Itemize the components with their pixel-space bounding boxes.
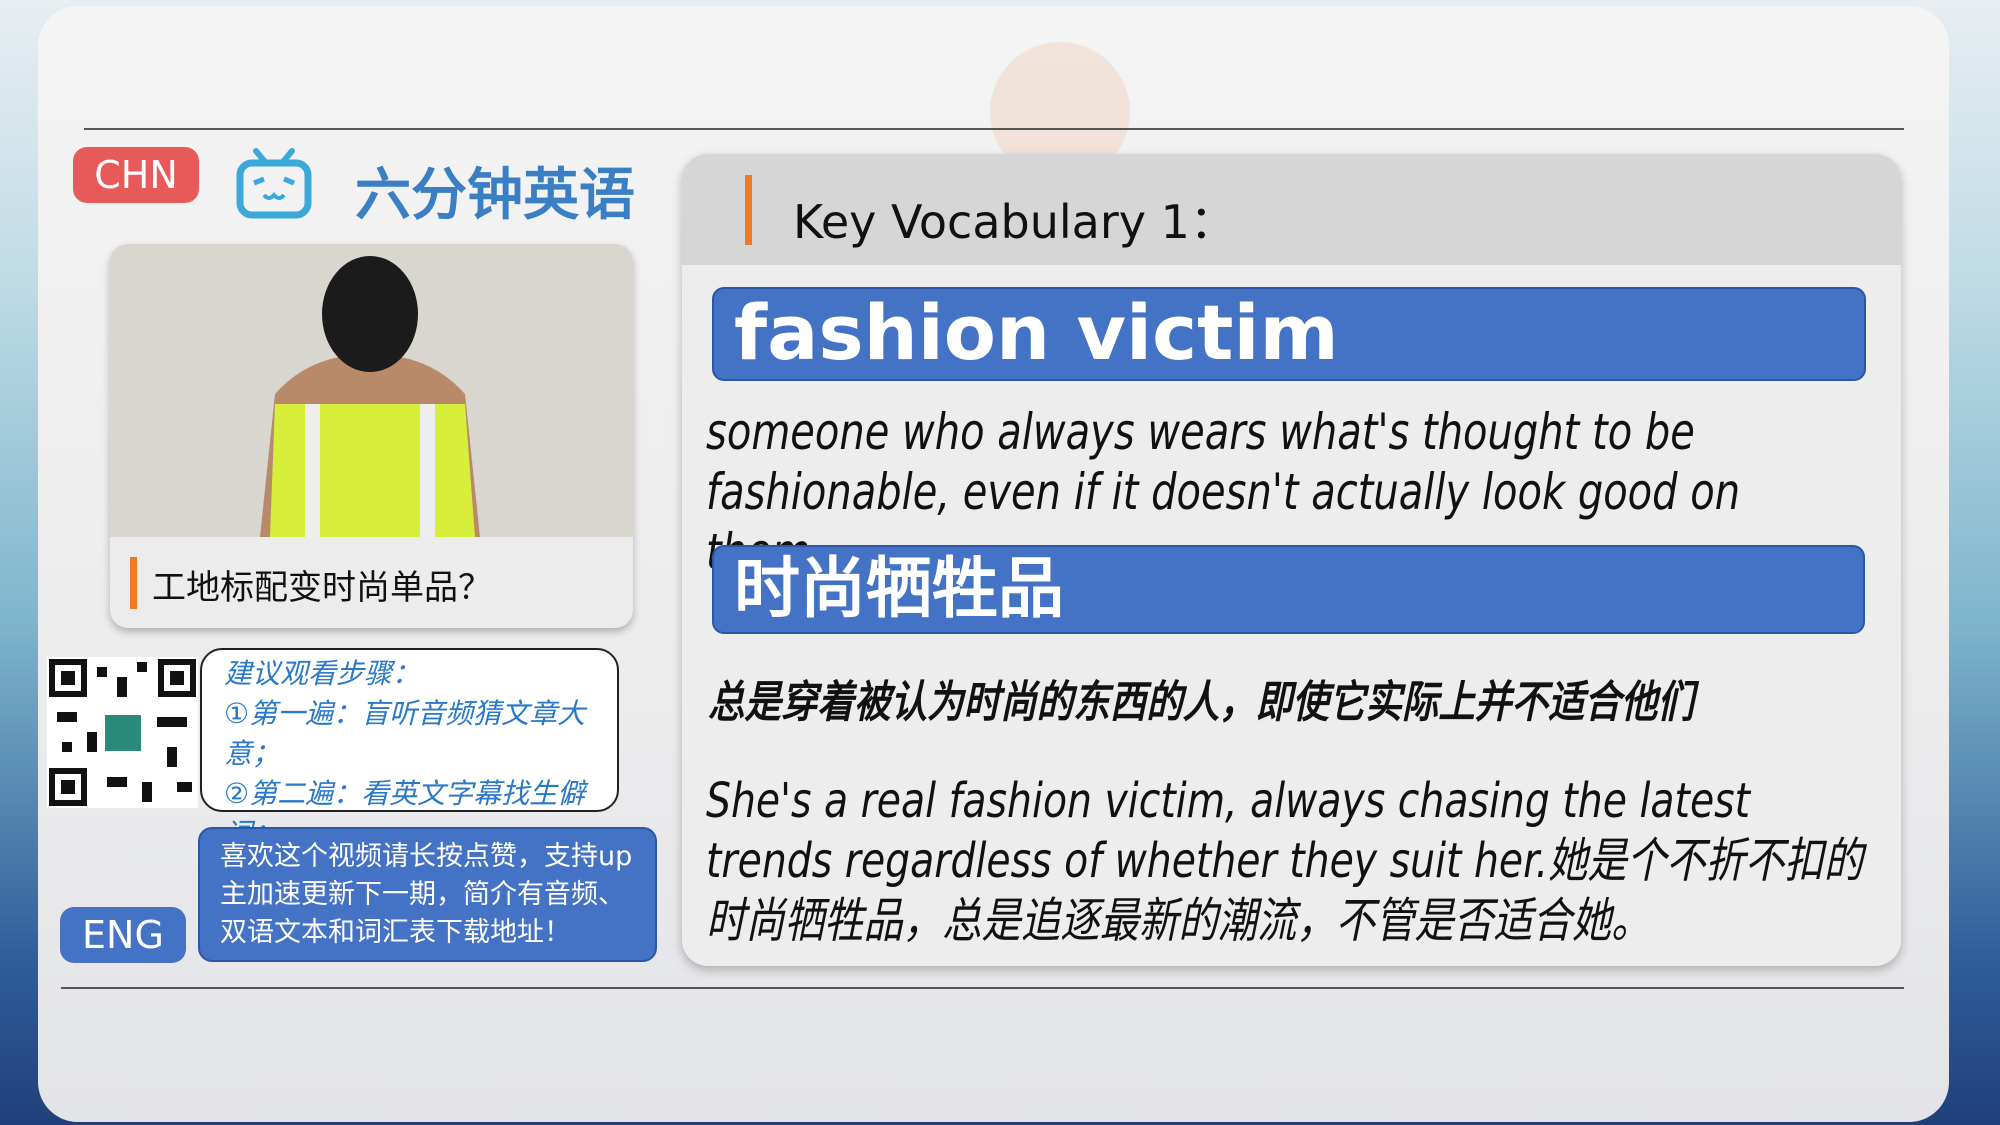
definition-cn: 总是穿着被认为时尚的东西的人，即使它实际上并不适合他们: [708, 677, 1695, 728]
promo-box: 喜欢这个视频请长按点赞，支持up主加速更新下一期，简介有音频、双语文本和词汇表下…: [198, 827, 657, 962]
lang-badge: CHN: [73, 147, 199, 203]
vocab-panel: Key Vocabulary 1： fashion victim someone…: [682, 154, 1901, 966]
thumbnail: [110, 244, 633, 537]
caption-accent: [130, 557, 137, 609]
qr-code: [47, 657, 198, 808]
channel-title: 六分钟英语: [355, 163, 635, 228]
video-card: 工地标配变时尚单品？: [110, 244, 633, 628]
lang-badge: ENG: [60, 907, 186, 963]
bili-icon: [236, 148, 312, 219]
term-bar: fashion victim: [712, 287, 1866, 381]
steps-title: 建议观看步骤：: [224, 657, 421, 690]
term-cn-bar: 时尚牺牲品: [712, 545, 1865, 634]
definition: someone who always wears what's thought …: [706, 403, 1741, 581]
step: ①第一遍：盲听音频猜文章大意；: [224, 697, 586, 770]
video-caption: 工地标配变时尚单品？: [152, 568, 492, 608]
example: She's a real fashion victim, always chas…: [706, 773, 1864, 949]
top-rule: [84, 128, 1904, 130]
bottom-rule: [61, 987, 1904, 989]
vocab-heading: Key Vocabulary 1：: [793, 195, 1236, 249]
steps-box: 建议观看步骤： ①第一遍：盲听音频猜文章大意； ②第二遍：看英文字幕找生僻词； …: [200, 648, 619, 930]
vocab-header: [682, 154, 1901, 265]
heading-accent: [745, 175, 752, 245]
